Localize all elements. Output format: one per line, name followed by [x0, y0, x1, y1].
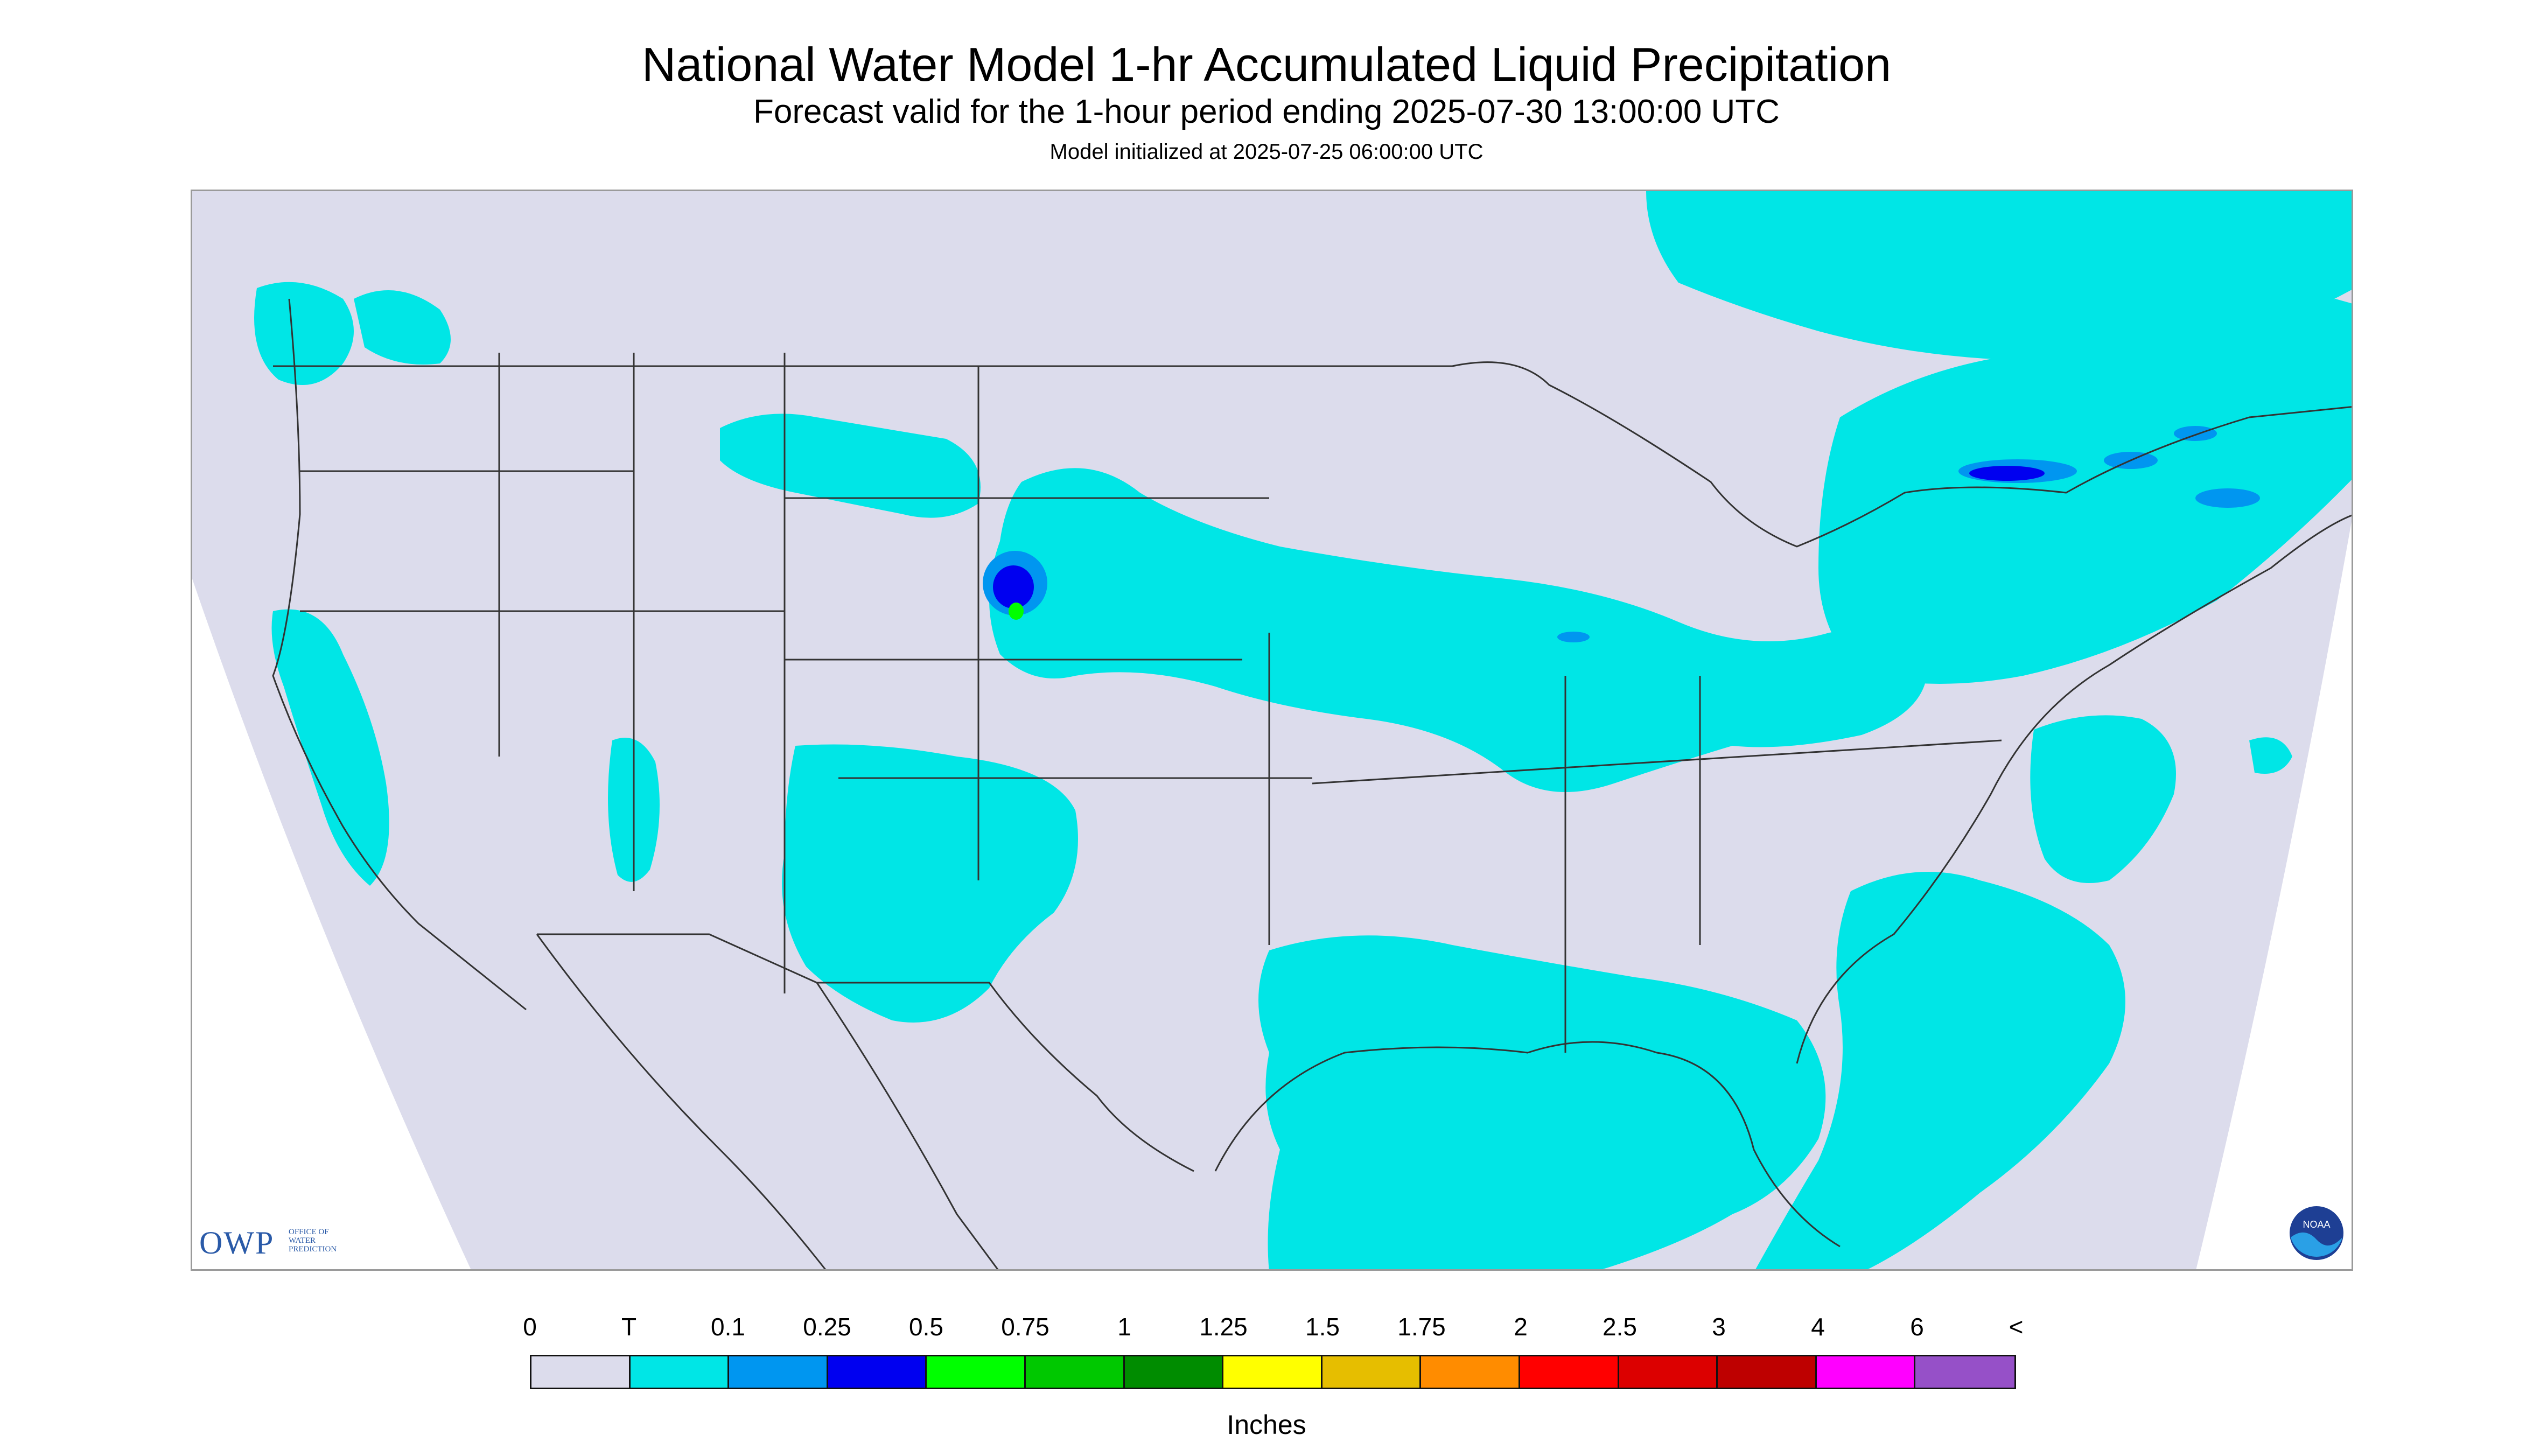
legend-label: 0	[523, 1313, 537, 1341]
legend-label: 0.75	[1001, 1313, 1049, 1341]
legend-swatch	[828, 1356, 927, 1388]
legend-swatch	[1124, 1356, 1224, 1388]
legend-swatch	[1816, 1356, 1916, 1388]
legend-swatch	[927, 1356, 1026, 1388]
owp-logo-text: OFFICE OF WATER PREDICTION	[289, 1228, 337, 1254]
model-init-text: Model initialized at 2025-07-25 06:00:00…	[1049, 140, 1484, 164]
legend-units: Inches	[1227, 1410, 1306, 1440]
noaa-logo: NOAA	[2290, 1206, 2343, 1260]
legend-swatch	[1718, 1356, 1817, 1388]
legend-swatch	[531, 1356, 631, 1388]
legend-swatch	[1025, 1356, 1125, 1388]
noaa-logo-text: NOAA	[2303, 1219, 2330, 1230]
legend-swatch	[1915, 1356, 2014, 1388]
legend-label: 0.1	[711, 1313, 745, 1341]
legend-label: 0.5	[909, 1313, 943, 1341]
legend-colorbar	[530, 1355, 2016, 1389]
legend-label: T	[621, 1313, 637, 1341]
precip-legend: 0 T 0.1 0.25 0.5 0.75 1 1.25 1.5 1.75 2 2.5 3 4 6 <	[523, 1312, 2023, 1398]
legend-label: 1.75	[1397, 1313, 1446, 1341]
legend-swatch	[1223, 1356, 1323, 1388]
owp-logo-letters: OWP	[199, 1225, 275, 1261]
legend-swatch	[1520, 1356, 1619, 1388]
legend-label: 6	[1910, 1313, 1924, 1341]
legend-label: 2	[1514, 1313, 1528, 1341]
legend-swatch	[1421, 1356, 1520, 1388]
map-title: National Water Model 1-hr Accumulated Li…	[641, 38, 1892, 91]
legend-swatch	[729, 1356, 828, 1388]
map-subtitle: Forecast valid for the 1-hour period end…	[753, 93, 1780, 130]
legend-swatch	[1619, 1356, 1718, 1388]
legend-label: 0.25	[803, 1313, 851, 1341]
legend-swatch	[1322, 1356, 1422, 1388]
legend-label: 4	[1811, 1313, 1825, 1341]
legend-label: 1	[1117, 1313, 1131, 1341]
legend-label: 2.5	[1603, 1313, 1637, 1341]
legend-label: 1.5	[1305, 1313, 1340, 1341]
moderate-precip-areas	[1009, 603, 1024, 620]
heavier-precip-areas	[993, 466, 2045, 608]
precipitation-map	[191, 190, 2353, 1271]
owp-logo: OWP OFFICE OF WATER PREDICTION	[199, 1222, 377, 1261]
boundary-lines	[272, 298, 2352, 1269]
legend-label: 3	[1712, 1313, 1726, 1341]
map-canvas	[192, 191, 2352, 1269]
legend-swatch	[630, 1356, 730, 1388]
legend-label: <	[2009, 1313, 2024, 1341]
trace-precip-areas	[254, 191, 2352, 1269]
legend-label: 1.25	[1199, 1313, 1248, 1341]
